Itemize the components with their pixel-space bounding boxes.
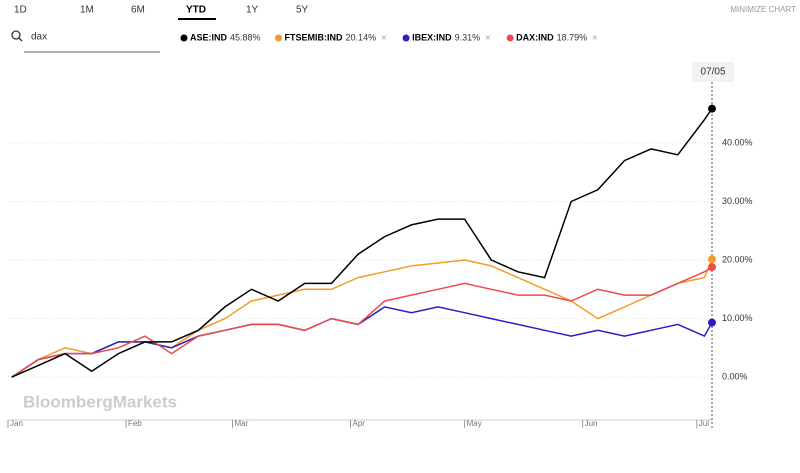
legend-value: 20.14% <box>346 32 377 42</box>
legend-name: IBEX:IND <box>412 32 452 42</box>
date-badge-text: 07/05 <box>700 67 725 78</box>
end-dot <box>708 255 716 264</box>
legend-dot <box>402 34 410 42</box>
series-line <box>11 266 713 378</box>
time-tab[interactable]: 5Y <box>296 5 309 16</box>
y-tick-label: 30.00% <box>722 196 753 206</box>
time-tab[interactable]: 1Y <box>246 5 259 16</box>
legend-value: 9.31% <box>455 32 481 42</box>
legend-remove[interactable]: × <box>485 32 490 42</box>
minimize-chart[interactable]: MINIMIZE CHART <box>730 5 796 14</box>
time-tab[interactable]: 1D <box>14 5 27 16</box>
legend-value: 45.88% <box>230 32 261 42</box>
time-tab[interactable]: 1M <box>80 5 94 16</box>
legend-name: FTSEMIB:IND <box>285 32 343 42</box>
legend-remove[interactable]: × <box>381 32 386 42</box>
end-dot <box>708 104 716 113</box>
legend-name: DAX:IND <box>516 32 554 42</box>
watermark: BloombergMarkets <box>23 392 177 411</box>
series-line <box>11 108 713 378</box>
y-tick-label: 0.00% <box>722 371 748 381</box>
legend-remove[interactable]: × <box>592 32 597 42</box>
search-text[interactable]: dax <box>31 32 47 43</box>
time-tab[interactable]: 6M <box>131 5 145 16</box>
x-tick-label: Jun <box>585 419 598 428</box>
legend-dot <box>506 34 514 42</box>
search-icon <box>18 37 23 42</box>
series-line <box>11 306 713 378</box>
x-tick-label: May <box>467 419 482 428</box>
x-tick-label: Mar <box>235 419 249 428</box>
y-tick-label: 40.00% <box>722 137 753 147</box>
date-badge <box>692 62 734 82</box>
y-tick-label: 10.00% <box>722 313 753 323</box>
search-icon <box>11 30 21 40</box>
end-dot <box>708 263 716 272</box>
x-tick-label: Jul <box>699 419 709 428</box>
legend-name: ASE:IND <box>190 32 228 42</box>
x-tick-label: Feb <box>128 419 142 428</box>
end-dot <box>708 318 716 327</box>
time-tab[interactable]: YTD <box>186 5 206 16</box>
x-tick-label: Jan <box>10 419 23 428</box>
legend-dot <box>275 34 283 42</box>
legend-value: 18.79% <box>557 32 588 42</box>
legend-dot <box>180 34 188 42</box>
x-tick-label: Apr <box>352 419 365 428</box>
y-tick-label: 20.00% <box>722 254 753 264</box>
